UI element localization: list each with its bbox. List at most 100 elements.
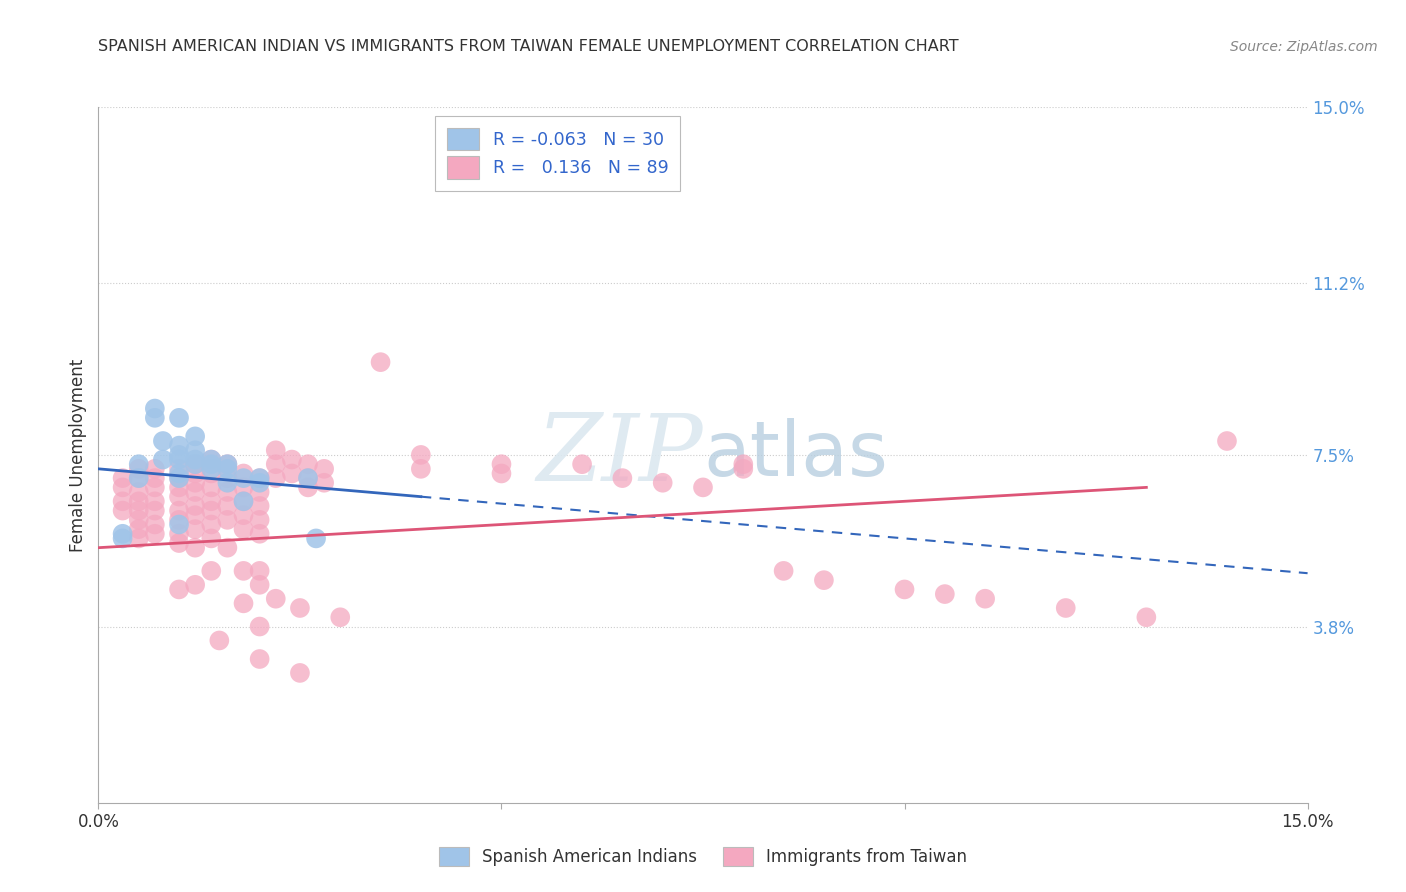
Point xyxy=(184,578,207,592)
Point xyxy=(249,471,271,485)
Point xyxy=(167,582,190,597)
Point xyxy=(232,480,254,494)
Point xyxy=(128,485,150,500)
Point xyxy=(651,475,673,490)
Point xyxy=(143,526,166,541)
Point xyxy=(314,475,336,490)
Point xyxy=(184,429,207,443)
Point xyxy=(128,513,150,527)
Point xyxy=(167,462,190,476)
Point xyxy=(249,578,271,592)
Point xyxy=(1216,434,1239,448)
Point xyxy=(208,633,231,648)
Point xyxy=(217,513,239,527)
Point xyxy=(128,457,150,471)
Point xyxy=(111,532,134,546)
Point xyxy=(200,452,222,467)
Point xyxy=(184,475,207,490)
Point xyxy=(200,462,222,476)
Point xyxy=(305,532,328,546)
Point xyxy=(264,457,287,471)
Point xyxy=(184,522,207,536)
Point xyxy=(111,526,134,541)
Point xyxy=(167,448,190,462)
Point xyxy=(409,462,432,476)
Point xyxy=(184,508,207,523)
Point xyxy=(281,467,304,481)
Point xyxy=(200,494,222,508)
Point xyxy=(733,457,755,471)
Point xyxy=(813,573,835,587)
Point xyxy=(184,541,207,555)
Point xyxy=(772,564,794,578)
Point xyxy=(200,503,222,517)
Point xyxy=(281,452,304,467)
Point xyxy=(571,457,593,471)
Text: ZIP: ZIP xyxy=(536,410,703,500)
Text: SPANISH AMERICAN INDIAN VS IMMIGRANTS FROM TAIWAN FEMALE UNEMPLOYMENT CORRELATIO: SPANISH AMERICAN INDIAN VS IMMIGRANTS FR… xyxy=(98,38,959,54)
Point xyxy=(264,471,287,485)
Point xyxy=(491,467,513,481)
Point xyxy=(232,471,254,485)
Point xyxy=(217,471,239,485)
Point xyxy=(143,471,166,485)
Point xyxy=(167,490,190,504)
Point xyxy=(167,471,190,485)
Point xyxy=(249,475,271,490)
Point xyxy=(314,462,336,476)
Point xyxy=(264,443,287,458)
Point xyxy=(974,591,997,606)
Point xyxy=(143,401,166,416)
Point xyxy=(128,471,150,485)
Point xyxy=(370,355,392,369)
Point xyxy=(934,587,956,601)
Point xyxy=(167,452,190,467)
Point xyxy=(232,596,254,610)
Point xyxy=(288,665,311,680)
Point xyxy=(893,582,915,597)
Point xyxy=(232,564,254,578)
Point xyxy=(184,457,207,471)
Point xyxy=(143,517,166,532)
Point xyxy=(692,480,714,494)
Point xyxy=(200,532,222,546)
Point xyxy=(200,467,222,481)
Point xyxy=(167,517,190,532)
Point xyxy=(232,467,254,481)
Point xyxy=(128,462,150,476)
Point xyxy=(184,457,207,471)
Point xyxy=(128,494,150,508)
Text: Source: ZipAtlas.com: Source: ZipAtlas.com xyxy=(1230,39,1378,54)
Legend: Spanish American Indians, Immigrants from Taiwan: Spanish American Indians, Immigrants fro… xyxy=(430,838,976,875)
Point xyxy=(249,564,271,578)
Point xyxy=(249,652,271,666)
Point xyxy=(143,462,166,476)
Point xyxy=(217,485,239,500)
Point xyxy=(111,503,134,517)
Point xyxy=(249,526,271,541)
Point xyxy=(167,513,190,527)
Point xyxy=(1054,601,1077,615)
Point xyxy=(128,471,150,485)
Point xyxy=(167,536,190,550)
Point xyxy=(167,467,190,481)
Point xyxy=(249,471,271,485)
Point xyxy=(184,443,207,458)
Point xyxy=(184,485,207,500)
Point xyxy=(249,485,271,500)
Point xyxy=(733,462,755,476)
Point xyxy=(167,480,190,494)
Point xyxy=(128,503,150,517)
Point xyxy=(217,457,239,471)
Point xyxy=(200,457,222,471)
Point xyxy=(297,480,319,494)
Point xyxy=(329,610,352,624)
Point xyxy=(111,480,134,494)
Point xyxy=(288,601,311,615)
Point xyxy=(200,452,222,467)
Point xyxy=(167,410,190,425)
Point xyxy=(232,494,254,508)
Point xyxy=(143,410,166,425)
Point xyxy=(111,494,134,508)
Point xyxy=(232,508,254,523)
